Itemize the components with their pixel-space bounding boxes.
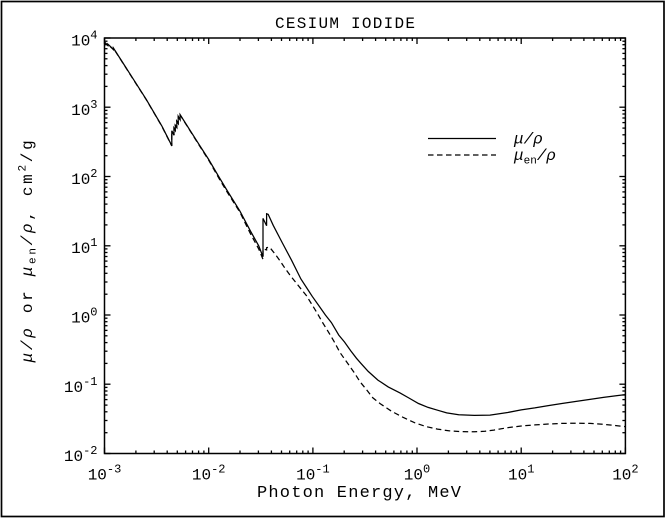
svg-text:-1: -1: [83, 375, 97, 389]
svg-text:-3: -3: [107, 462, 121, 476]
svg-text:2: 2: [631, 462, 638, 476]
svg-text:10: 10: [71, 240, 90, 258]
svg-text:10: 10: [64, 448, 83, 466]
svg-text:10: 10: [404, 466, 423, 484]
svg-text:0: 0: [423, 462, 430, 476]
svg-text:CESIUM IODIDE: CESIUM IODIDE: [275, 15, 415, 33]
svg-text:Photon Energy, MeV: Photon Energy, MeV: [257, 484, 462, 503]
svg-text:2: 2: [90, 167, 97, 181]
svg-text:10: 10: [71, 102, 90, 120]
svg-text:10: 10: [88, 466, 107, 484]
svg-text:μen/ρ: μen/ρ: [513, 147, 556, 168]
svg-text:10: 10: [71, 310, 90, 328]
svg-text:10: 10: [612, 466, 631, 484]
svg-text:10: 10: [508, 466, 527, 484]
svg-text:1: 1: [90, 236, 97, 250]
svg-text:0: 0: [90, 306, 97, 320]
svg-text:-2: -2: [211, 462, 225, 476]
svg-text:1: 1: [527, 462, 534, 476]
svg-text:10: 10: [71, 171, 90, 189]
svg-text:μ/ρ: μ/ρ: [513, 131, 543, 149]
svg-text:-2: -2: [83, 444, 97, 458]
svg-text:10: 10: [192, 466, 211, 484]
svg-text:4: 4: [90, 29, 97, 43]
svg-text:10: 10: [64, 379, 83, 397]
svg-text:10: 10: [71, 33, 90, 51]
svg-text:μ/ρ or μen/ρ, cm2/g: μ/ρ or μen/ρ, cm2/g: [18, 138, 40, 364]
svg-text:10: 10: [296, 466, 315, 484]
svg-text:-1: -1: [315, 462, 329, 476]
svg-text:3: 3: [90, 98, 97, 112]
